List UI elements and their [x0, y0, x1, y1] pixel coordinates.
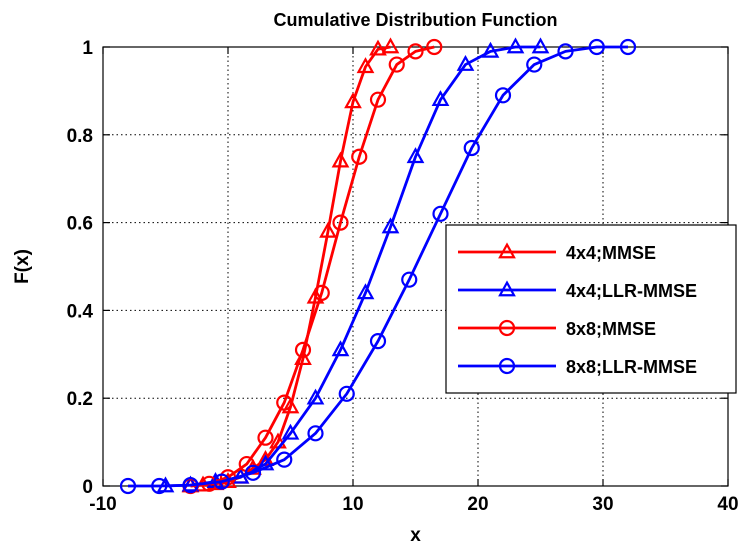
data-point — [307, 425, 324, 442]
data-point — [294, 341, 312, 359]
data-point — [531, 37, 550, 54]
data-point — [306, 287, 325, 304]
data-point — [369, 333, 387, 350]
data-point — [276, 394, 293, 411]
data-point — [256, 454, 275, 471]
data-point — [426, 38, 443, 56]
series-line — [128, 45, 628, 488]
data-point — [401, 271, 418, 288]
x-axis-label: x — [410, 525, 421, 546]
data-point — [151, 477, 168, 495]
x-tick-label: 20 — [467, 494, 488, 515]
y-tick-label: 0 — [82, 477, 93, 498]
legend-label: 8x8;LLR-MMSE — [566, 357, 697, 377]
y-axis-label: F(x) — [12, 249, 33, 284]
data-point — [388, 56, 405, 73]
data-point — [344, 92, 362, 109]
chart-title: Cumulative Distribution Function — [274, 10, 558, 30]
legend-swatch-marker — [498, 280, 516, 297]
grid — [103, 47, 728, 486]
y-tick-label: 0.6 — [67, 214, 93, 235]
data-point — [557, 43, 574, 60]
data-point — [356, 57, 375, 74]
data-point — [257, 429, 274, 446]
data-point — [369, 39, 387, 56]
x-tick-label: -10 — [89, 494, 116, 515]
data-point — [119, 477, 137, 495]
series-8x8-llr-mmse — [119, 38, 637, 495]
legend-entry: 4x4;MMSE — [458, 242, 656, 263]
y-tick-label: 0.2 — [67, 389, 93, 410]
data-point — [213, 473, 230, 490]
x-tick-label: 0 — [223, 494, 234, 515]
data-point — [331, 340, 350, 357]
data-point — [406, 147, 425, 164]
legend-swatch-marker — [498, 357, 516, 375]
legend-label: 4x4;LLR-MMSE — [566, 281, 697, 301]
y-tick-label: 0.8 — [67, 126, 93, 147]
legend: 4x4;MMSE 4x4;LLR-MMSE 8x8;MMSE 8x8;LLR-MMSE — [445, 224, 737, 394]
data-point — [319, 221, 337, 238]
data-point — [351, 148, 368, 165]
data-point — [432, 205, 449, 222]
data-point — [281, 423, 300, 440]
legend-entry: 8x8;LLR-MMSE — [458, 357, 697, 377]
data-point — [313, 284, 330, 301]
legend-swatch-marker — [498, 242, 516, 259]
data-point — [619, 38, 637, 56]
data-point — [356, 283, 375, 300]
legend-entry: 8x8;MMSE — [458, 319, 656, 339]
data-point — [244, 464, 262, 481]
legend-label: 4x4;MMSE — [566, 243, 656, 263]
x-tick-label: 30 — [592, 494, 613, 515]
data-point — [182, 477, 199, 494]
data-point — [506, 37, 525, 54]
data-point — [281, 397, 300, 414]
data-point — [407, 43, 424, 60]
data-point — [306, 388, 325, 405]
legend-swatch-marker — [498, 319, 516, 337]
data-point — [481, 41, 500, 58]
data-point — [338, 385, 355, 402]
data-point — [381, 37, 400, 54]
data-point — [369, 91, 387, 108]
data-point — [463, 139, 480, 157]
x-tick-label: 40 — [717, 494, 738, 515]
data-point — [381, 217, 400, 234]
x-tick-label: 10 — [342, 494, 363, 515]
y-tick-label: 1 — [82, 38, 93, 59]
data-point — [526, 56, 543, 73]
y-tick-label: 0.4 — [67, 301, 94, 322]
data-point — [331, 151, 350, 168]
data-point — [456, 54, 475, 71]
series-group — [119, 37, 637, 495]
legend-label: 8x8;MMSE — [566, 319, 656, 339]
data-point — [332, 214, 349, 231]
data-point — [276, 451, 293, 468]
legend-entry: 4x4;LLR-MMSE — [458, 280, 697, 301]
data-point — [431, 90, 450, 107]
data-point — [588, 38, 605, 56]
data-point — [494, 87, 512, 104]
